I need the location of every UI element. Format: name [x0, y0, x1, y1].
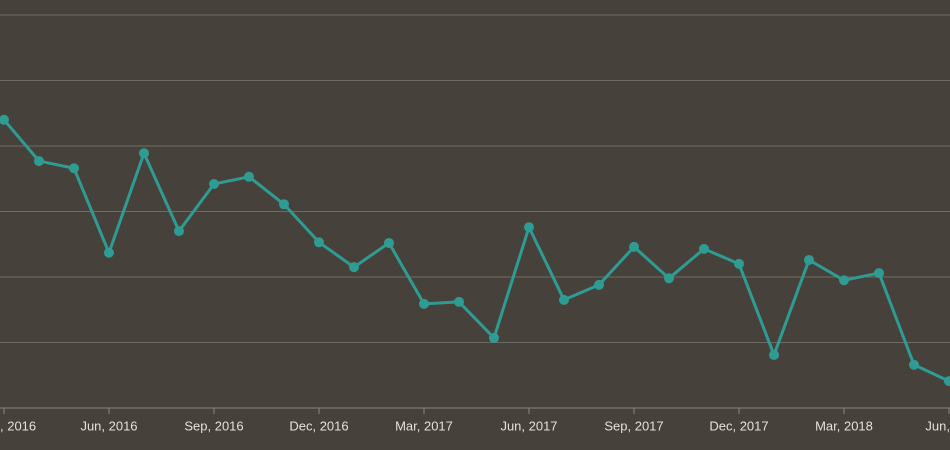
point — [559, 294, 569, 305]
x-tick-label: Dec, 2017 — [709, 418, 768, 433]
point — [699, 243, 709, 254]
x-tick-label: Dec, 2016 — [289, 418, 348, 433]
point — [314, 237, 324, 248]
point — [629, 241, 639, 252]
point — [804, 254, 814, 265]
point — [244, 171, 254, 182]
point — [594, 279, 604, 290]
point — [0, 114, 9, 125]
point — [489, 332, 499, 343]
point — [664, 273, 674, 284]
line — [2, 118, 950, 383]
x-tick-label: Jun, 2016 — [80, 418, 137, 433]
x-tick-label: Sep, 2016 — [184, 418, 243, 433]
point — [69, 163, 79, 174]
point — [209, 178, 219, 189]
x-tick-label: Jun, 2017 — [500, 418, 557, 433]
point — [874, 268, 884, 279]
point — [139, 148, 149, 159]
point — [909, 359, 919, 370]
point — [279, 199, 289, 210]
point — [524, 222, 534, 233]
point — [384, 237, 394, 248]
point — [769, 349, 779, 360]
x-tick-label: , 2016 — [0, 418, 36, 433]
point — [839, 275, 849, 286]
point — [174, 226, 184, 237]
x-tick-label: Mar, 2017 — [395, 418, 453, 433]
point — [734, 258, 744, 269]
point — [104, 247, 114, 258]
point — [34, 156, 44, 167]
point — [419, 298, 429, 309]
point — [454, 296, 464, 307]
point — [349, 262, 359, 273]
x-tick-label: Jun, — [925, 418, 950, 433]
x-tick-label: Mar, 2018 — [815, 418, 873, 433]
x-tick-label: Sep, 2017 — [604, 418, 663, 433]
point — [944, 376, 950, 387]
